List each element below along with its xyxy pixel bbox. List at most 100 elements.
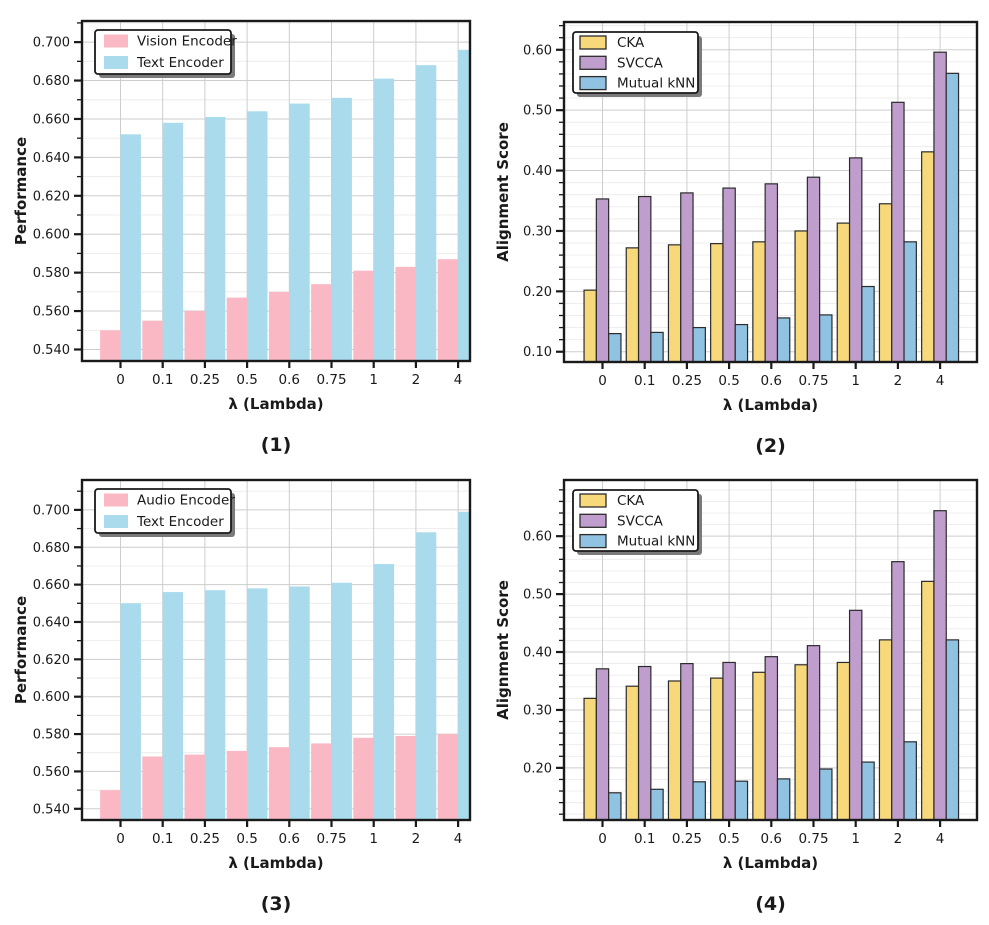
bar-mutual-knn-0.75 [819,768,833,820]
y-axis-label: Alignment Score [494,122,512,262]
bar-mutual-knn-2 [903,241,917,362]
y-tick-label: 0.10 [523,345,552,360]
legend-swatch [579,55,607,70]
bar-cka-0.1 [625,247,640,362]
bar-cka-0.25 [667,244,682,362]
bar-text-encoder-0.6 [289,103,310,361]
x-tick-label: 2 [412,831,421,847]
axes-layer: 0.5400.5600.5800.6000.6200.6400.6600.680… [33,22,463,388]
bar-vision-encoder-4 [437,259,459,361]
bar-text-encoder-2 [415,532,437,820]
bar-text-encoder-0 [120,134,141,361]
bar-mutual-knn-1 [861,761,875,820]
x-tick-label: 1 [369,831,378,847]
bar-mutual-knn-0.6 [776,317,791,362]
y-tick-label: 0.680 [33,541,70,556]
x-tick-label: 0.75 [798,373,828,389]
x-tick-label: 0.75 [798,831,828,847]
legend-swatch [104,493,128,507]
bar-cka-4 [921,151,935,362]
legend-swatch [579,35,607,50]
y-tick-label: 0.700 [33,36,70,51]
legend-label: SVCCA [617,513,664,529]
bar-vision-encoder-0.1 [142,320,163,361]
bars-layer [583,510,960,820]
x-tick-label: 2 [894,831,903,847]
bar-text-encoder-0.25 [204,117,226,361]
chart-panel-4: 0.20 0.30 0.40 0.50 0.60 0 0.1 0.25 0.5 0.6 0.75 1 2… [494,463,989,925]
x-tick-label: 4 [454,831,463,847]
bar-cka-0 [583,697,597,820]
bar-cka-0.5 [710,243,724,362]
x-tick-label: 0.6 [761,831,782,847]
x-tick-label: 0.75 [316,372,346,388]
axes-layer: 0.5400.5600.5800.6000.6200.6400.6600.680… [33,490,463,847]
bar-cka-0.1 [625,685,640,820]
bar-text-encoder-0.75 [331,97,352,361]
bar-vision-encoder-1 [353,270,374,361]
x-axis-label: λ (Lambda) [228,854,323,872]
chart-3-canvas: 0.5400.5600.5800.6000.6200.6400.6600.680… [12,478,472,915]
y-tick-label: 0.640 [33,615,70,630]
bars-layer [583,51,960,362]
legend-label: SVCCA [617,55,664,71]
legend: CKA SVCCA Mutual kNN [572,489,702,555]
x-tick-label: 0.5 [718,831,739,847]
bar-cka-0.75 [794,664,808,820]
bar-svcca-1 [848,157,863,362]
x-tick-label: 1 [369,372,378,388]
bar-mutual-knn-0.5 [734,323,749,362]
bar-audio-encoder-1 [353,737,374,820]
bar-vision-encoder-0.25 [184,311,205,361]
bar-mutual-knn-0.6 [776,778,791,820]
x-tick-label: 4 [454,372,463,388]
bars-layer [100,49,470,361]
chart-panel-1: 0.540 0.560 0.580 0.600 0.620 0.640 0.660 0.680… [0,0,494,460]
bar-mutual-knn-0.1 [650,331,664,362]
bar-cka-0.6 [752,671,766,820]
legend-label: Mutual kNN [617,76,695,92]
legend: Audio Encoder Text Encoder [94,488,235,537]
bar-cka-1 [836,661,851,820]
bar-text-encoder-1 [373,78,395,361]
y-axis-label: Performance [12,596,30,704]
legend-label: Audio Encoder [137,493,235,509]
bar-svcca-0.6 [764,183,779,362]
bar-svcca-0.6 [764,656,779,820]
legend-label: CKA [617,35,645,51]
panel-caption: (3) [261,893,292,915]
axes-layer: 0.20 0.30 0.40 0.50 0.60 0 0.1 0.25 0.5 0.6 0.75 1 2… [523,489,944,847]
bar-cka-0 [583,289,597,362]
x-tick-label: 0.75 [316,831,346,847]
y-axis-label: Alignment Score [494,580,512,720]
bar-text-encoder-2 [415,65,437,361]
legend: CKA SVCCA Mutual kNN [572,31,702,97]
panel-caption: (1) [261,434,292,456]
bar-text-encoder-0.1 [162,592,184,820]
x-tick-label: 0.25 [190,831,220,847]
x-tick-label: 0.1 [634,373,655,389]
bar-vision-encoder-0.75 [311,284,332,361]
bar-vision-encoder-0.5 [226,297,248,361]
x-axis-label: λ (Lambda) [228,395,323,413]
bar-svcca-2 [891,561,905,820]
plot-frame [80,478,472,822]
bar-text-encoder-4 [458,49,470,361]
bar-text-encoder-0.75 [331,582,352,820]
bar-audio-encoder-0 [100,790,121,820]
bar-mutual-knn-4 [945,639,960,820]
legend: Vision Encoder Text Encoder [94,29,237,78]
y-axis-label: Performance [12,137,30,245]
bar-svcca-4 [933,510,947,820]
y-tick-label: 0.60 [523,530,552,545]
x-axis-label: λ (Lambda) [723,854,818,872]
bar-text-encoder-0 [120,603,141,820]
y-tick-label: 0.30 [523,703,552,718]
bar-svcca-0 [595,198,610,362]
bar-svcca-0.25 [680,663,694,820]
x-tick-label: 4 [936,373,945,389]
bar-svcca-0.5 [722,187,736,362]
x-tick-label: 0.5 [236,372,257,388]
y-tick-label: 0.50 [523,588,552,603]
bar-text-encoder-0.6 [289,586,310,820]
